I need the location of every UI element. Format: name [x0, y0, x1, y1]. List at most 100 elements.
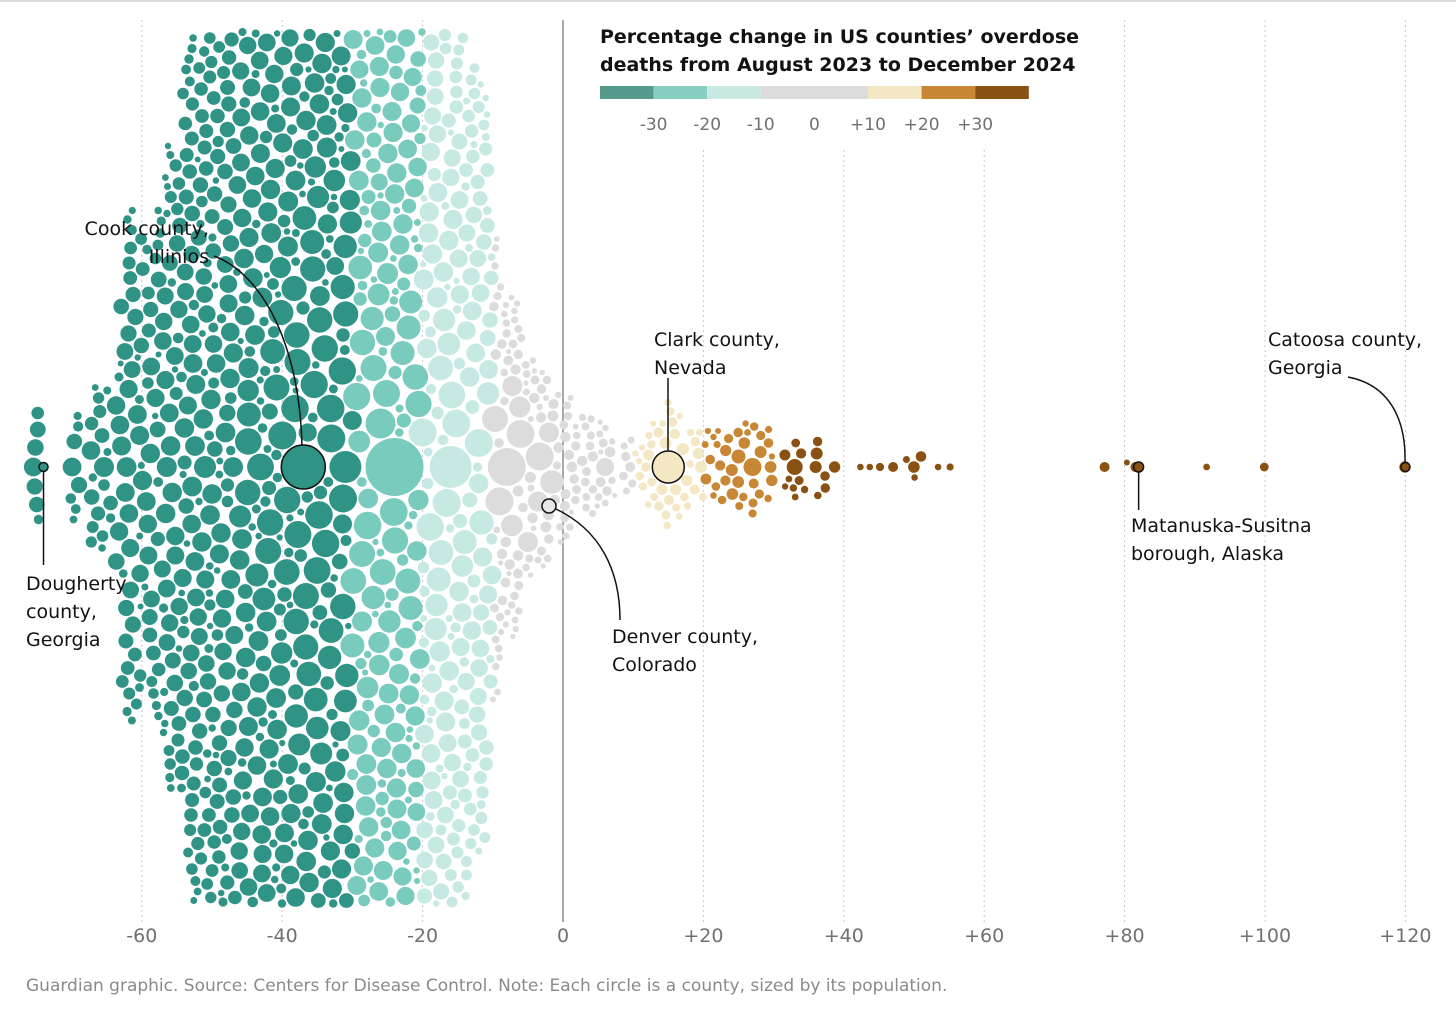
county-dot — [704, 427, 712, 435]
county-dot — [199, 673, 217, 690]
county-dot — [403, 858, 410, 865]
county-dot — [471, 639, 490, 658]
county-dot — [408, 510, 418, 520]
county-dot — [202, 808, 216, 822]
county-dot — [371, 737, 391, 758]
county-dot — [401, 198, 417, 214]
county-dot — [360, 355, 387, 381]
county-dot — [544, 534, 554, 544]
county-dot — [204, 775, 212, 783]
county-dot — [482, 206, 492, 215]
county-dot — [193, 887, 202, 896]
county-dot — [348, 430, 371, 453]
county-dot — [122, 581, 139, 599]
county-dot — [466, 149, 480, 164]
annotation-leader-catoosa — [1347, 376, 1406, 463]
county-dot — [172, 217, 188, 234]
county-dot — [128, 206, 136, 215]
county-dot — [796, 448, 807, 459]
county-dot — [547, 410, 559, 422]
county-dot — [281, 803, 301, 824]
county-dot — [204, 32, 216, 44]
county-dot — [305, 501, 333, 529]
county-dot — [233, 208, 252, 228]
county-dot — [69, 515, 78, 524]
county-dot — [298, 818, 309, 830]
county-dot — [175, 749, 190, 764]
county-dot — [720, 444, 732, 457]
legend: Percentage change in US counties’ overdo… — [600, 26, 1079, 135]
county-dot — [127, 308, 144, 326]
county-dot — [398, 254, 418, 275]
county-dot — [820, 483, 830, 493]
county-dot — [329, 108, 337, 115]
county-dot — [415, 724, 434, 744]
county-dot — [857, 463, 864, 471]
county-dot — [359, 205, 370, 216]
county-dot — [552, 461, 562, 470]
county-dot — [293, 139, 313, 159]
county-dot — [179, 470, 187, 479]
county-dot — [286, 124, 298, 135]
county-dot — [239, 97, 251, 108]
county-dot — [785, 475, 793, 483]
county-dot — [260, 84, 280, 103]
county-dot — [184, 808, 198, 822]
county-dot — [170, 300, 188, 319]
county-dot — [347, 734, 368, 755]
county-dot — [178, 116, 193, 131]
county-dot — [199, 124, 214, 138]
county-dot — [510, 364, 521, 375]
county-dot — [385, 588, 399, 601]
county-dot — [137, 603, 144, 610]
county-dot — [29, 496, 45, 513]
county-dot — [373, 380, 400, 407]
county-dot — [385, 897, 396, 907]
county-dot — [164, 758, 176, 770]
county-dot — [453, 305, 462, 314]
county-dot — [257, 33, 276, 52]
county-dot — [562, 401, 572, 410]
county-dot — [94, 457, 114, 477]
county-dot — [403, 67, 422, 87]
county-dot — [482, 565, 502, 585]
county-dot — [483, 674, 498, 689]
county-dot — [184, 205, 200, 222]
county-dot — [249, 673, 270, 693]
county-dot — [354, 834, 363, 844]
county-dot — [150, 271, 167, 288]
county-dot — [643, 449, 655, 461]
county-dot — [527, 484, 535, 492]
county-dot — [530, 375, 540, 385]
county-dot — [205, 55, 218, 69]
county-dot — [491, 244, 500, 252]
county-dot — [216, 313, 227, 324]
county-dot — [281, 865, 300, 885]
county-dot — [470, 659, 488, 677]
county-dot — [245, 325, 265, 345]
county-dot — [238, 358, 259, 378]
county-dot — [438, 28, 451, 42]
county-dot — [672, 503, 681, 512]
county-dot — [29, 421, 46, 438]
county-dot — [325, 761, 346, 782]
county-dot — [349, 541, 376, 567]
county-dot — [239, 291, 252, 304]
county-dot — [915, 451, 927, 462]
county-dot — [301, 491, 313, 503]
county-dot — [179, 148, 194, 162]
county-dot — [820, 471, 830, 481]
county-dot — [650, 420, 657, 427]
county-dot — [374, 704, 395, 725]
county-dot — [140, 443, 160, 464]
county-dot — [31, 406, 44, 420]
county-dot — [277, 587, 292, 602]
county-dot — [356, 775, 377, 795]
county-dot — [156, 287, 174, 305]
county-dot — [281, 97, 300, 117]
county-dot — [888, 462, 899, 472]
county-dot — [453, 357, 466, 370]
county-dot — [228, 176, 247, 194]
county-dot — [70, 504, 81, 514]
county-dot — [330, 593, 356, 620]
